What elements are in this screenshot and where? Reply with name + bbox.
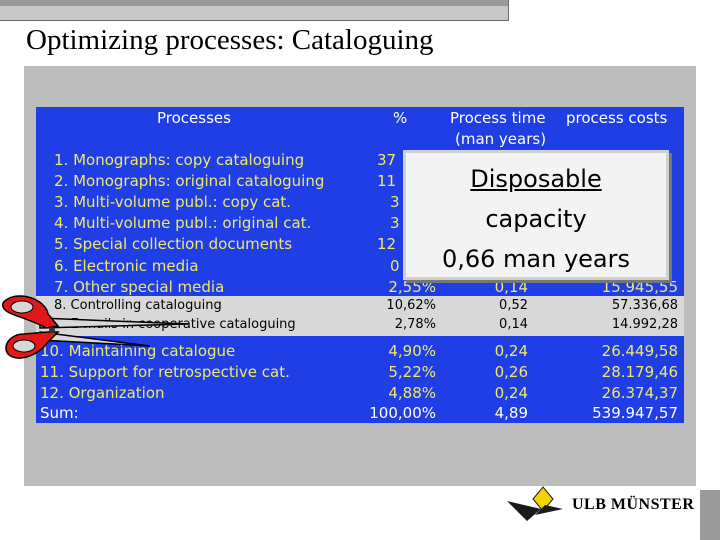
- table-row-percent: 3: [390, 193, 400, 211]
- table-row-label: 5. Special collection documents: [54, 235, 293, 253]
- table-row-time: 0,24: [494, 384, 528, 402]
- sum-percent: 100,00%: [369, 404, 436, 422]
- popup-line-2: capacity: [485, 205, 587, 233]
- ulb-logo-icon: [507, 486, 563, 521]
- table-row-label: 12. Organization: [40, 384, 165, 402]
- table-row-costs: 15.945,55: [601, 278, 678, 296]
- header-process-costs: process costs: [566, 109, 668, 127]
- sum-label: Sum:: [40, 404, 79, 422]
- table-row-label: 1. Monographs: copy cataloguing: [54, 151, 305, 169]
- table-row-percent: 5,22%: [388, 363, 436, 381]
- table-row-costs: 14.992,28: [611, 317, 678, 332]
- disposable-capacity-popup: Disposable capacity 0,66 man years: [403, 150, 669, 280]
- top-bar-stripe: [0, 0, 508, 6]
- table-row-time: 0,24: [494, 342, 528, 360]
- table-row-time: 0,14: [499, 317, 528, 332]
- table-row-label: 3. Multi-volume publ.: copy cat.: [54, 193, 292, 211]
- sum-time: 4,89: [494, 404, 528, 422]
- table-row-label: 10. Maintaining catalogue: [40, 342, 236, 360]
- popup-line-3: 0,66 man years: [441, 245, 631, 273]
- table-row-label: 11. Support for retrospective cat.: [40, 363, 290, 381]
- table-row-costs: 26.449,58: [601, 342, 678, 360]
- popup-line-1: Disposable: [470, 165, 602, 193]
- ulb-muenster-text: ULB MÜNSTER: [572, 496, 695, 513]
- table-row-percent: 10,62%: [386, 298, 436, 313]
- header-percent: %: [393, 109, 408, 127]
- table-row-time: 0,14: [494, 278, 528, 296]
- scissors-icon: [1, 295, 189, 359]
- table-row-percent: 0: [390, 257, 400, 275]
- header-processes: Processes: [157, 109, 231, 127]
- table-row-label: 6. Electronic media: [54, 257, 199, 275]
- table-row-percent: 2,55%: [388, 278, 436, 296]
- header-process-time-unit: (man years): [455, 130, 547, 148]
- table-row-percent: 4,90%: [388, 342, 436, 360]
- table-row-label: 4. Multi-volume publ.: original cat.: [54, 214, 312, 232]
- table-row-percent: 37: [377, 151, 397, 169]
- slide-title: Optimizing processes: Cataloguing: [26, 24, 434, 56]
- table-row-percent: 4,88%: [388, 384, 436, 402]
- table-row-label: 8. Controlling cataloguing: [54, 298, 222, 313]
- sum-costs: 539.947,57: [592, 404, 678, 422]
- table-row-percent: 11: [377, 172, 397, 190]
- table-row-label: 7. Other special media: [54, 278, 225, 296]
- bottom-right-bar: [700, 490, 720, 540]
- table-row-time: 0,52: [499, 298, 528, 313]
- table-row-label: 2. Monographs: original cataloguing: [54, 172, 325, 190]
- table-row-time: 0,26: [494, 363, 528, 381]
- table-row-costs: 28.179,46: [601, 363, 678, 381]
- table-row-percent: 12: [377, 235, 397, 253]
- table-row-percent: 2,78%: [394, 317, 436, 332]
- cut-rows-band: [36, 296, 684, 336]
- table-row-costs: 26.374,37: [601, 384, 678, 402]
- header-process-time: Process time: [450, 109, 546, 127]
- table-row-costs: 57.336,68: [611, 298, 678, 313]
- table-row-percent: 3: [390, 214, 400, 232]
